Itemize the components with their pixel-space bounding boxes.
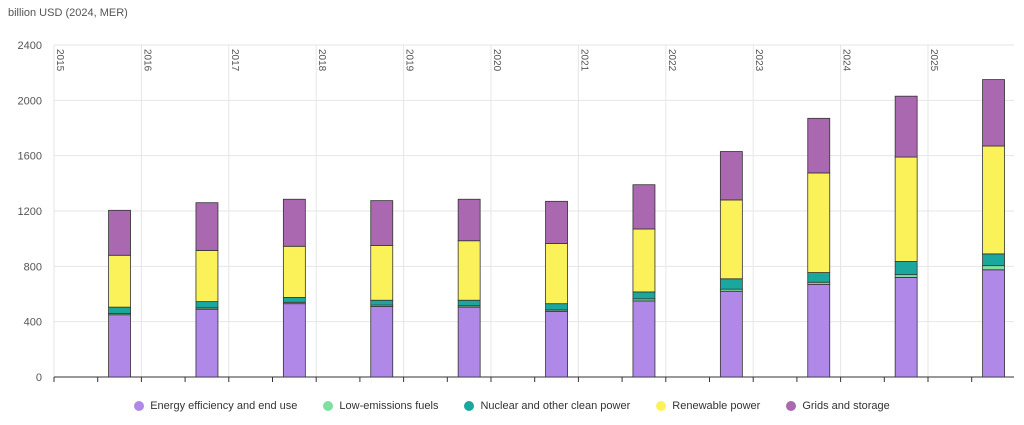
y-unit-label: billion USD (2024, MER) xyxy=(8,7,128,19)
legend-label-renewable: Renewable power xyxy=(672,400,761,412)
bar-segment xyxy=(457,299,481,307)
year-label: 2023 xyxy=(753,49,764,72)
bar-segment xyxy=(108,254,131,308)
bar-segment xyxy=(370,245,394,301)
legend-swatch-low-emissions-fuels xyxy=(323,401,334,411)
bar-segment xyxy=(719,278,743,290)
legend-item-efficiency[interactable]: Energy efficiency and end use xyxy=(134,400,297,412)
bar-segment xyxy=(108,209,131,256)
year-label: 2025 xyxy=(928,49,939,72)
bar-segment xyxy=(807,172,831,273)
legend-item-low-emissions-fuels[interactable]: Low-emissions fuels xyxy=(323,400,438,412)
bar-segment xyxy=(195,250,219,303)
bar-segment xyxy=(457,306,481,378)
y-tick-label: 1200 xyxy=(18,206,42,218)
legend-swatch-grids xyxy=(786,401,797,411)
bar-segment xyxy=(282,303,306,378)
bar-segment xyxy=(982,269,1005,378)
y-tick-label: 2400 xyxy=(18,40,42,52)
bar-segment xyxy=(894,261,918,276)
legend-item-nuclear[interactable]: Nuclear and other clean power xyxy=(464,400,630,412)
bar-segment xyxy=(195,308,219,378)
legend-label-grids: Grids and storage xyxy=(802,400,890,412)
bar-segment xyxy=(282,198,306,247)
legend-swatch-nuclear xyxy=(464,401,475,411)
bar-segment xyxy=(632,184,656,230)
year-label: 2016 xyxy=(141,49,152,72)
y-tick-label: 800 xyxy=(24,261,42,273)
year-label: 2015 xyxy=(54,49,65,72)
bar-segment xyxy=(195,301,219,309)
bar-segment xyxy=(457,240,481,301)
bar-segment xyxy=(370,306,394,378)
bar-segment xyxy=(719,199,743,280)
bar-segment xyxy=(719,290,743,378)
bar-segment xyxy=(545,243,568,305)
bar-segment xyxy=(545,303,568,311)
bar-segment xyxy=(545,310,568,378)
bar-segment xyxy=(982,145,1005,255)
legend-swatch-renewable xyxy=(656,401,667,411)
year-label: 2021 xyxy=(578,49,589,72)
year-label: 2017 xyxy=(229,49,240,72)
bar-segment xyxy=(894,95,918,158)
bar-segment xyxy=(195,202,219,251)
year-label: 2019 xyxy=(404,49,415,72)
legend: Energy efficiency and end use Low-emissi… xyxy=(0,400,1024,412)
bar-segment xyxy=(894,276,918,378)
legend-swatch-efficiency xyxy=(134,401,145,411)
bar-segment xyxy=(982,253,1005,267)
bar-segment xyxy=(807,283,831,378)
bar-segment xyxy=(370,299,394,306)
bar-segment xyxy=(894,274,918,278)
bar-segment xyxy=(545,200,568,244)
bar-segment xyxy=(982,265,1005,271)
bar-segment xyxy=(719,151,743,201)
legend-label-low-emissions-fuels: Low-emissions fuels xyxy=(339,400,439,412)
bar-segment xyxy=(632,300,656,378)
bar-segment xyxy=(370,200,394,246)
y-tick-label: 1600 xyxy=(18,151,42,163)
legend-label-nuclear: Nuclear and other clean power xyxy=(480,400,631,412)
legend-item-grids[interactable]: Grids and storage xyxy=(786,400,890,412)
bar-segment xyxy=(632,291,656,300)
bar-segment xyxy=(108,314,131,378)
year-label: 2020 xyxy=(491,49,502,72)
y-tick-label: 400 xyxy=(24,317,42,329)
bar-segment xyxy=(282,245,306,298)
legend-item-renewable[interactable]: Renewable power xyxy=(656,400,760,412)
bar-segment xyxy=(457,198,481,242)
bar-segment xyxy=(807,117,831,174)
bar-segment xyxy=(982,79,1005,147)
y-tick-label: 0 xyxy=(36,372,42,384)
bar-segment xyxy=(807,272,831,283)
bar-segment xyxy=(894,156,918,262)
year-label: 2018 xyxy=(316,49,327,72)
y-tick-label: 2000 xyxy=(18,95,42,107)
bar-segment xyxy=(632,228,656,293)
year-label: 2022 xyxy=(666,49,677,72)
bar-segment xyxy=(108,306,131,314)
bar-segment xyxy=(282,297,306,303)
year-label: 2024 xyxy=(841,49,852,72)
legend-label-efficiency: Energy efficiency and end use xyxy=(150,400,298,412)
stacked-bar-chart: 0 400 800 1200 1600 2000 2400 2015 2016 2017 2018 2… xyxy=(18,40,1014,384)
